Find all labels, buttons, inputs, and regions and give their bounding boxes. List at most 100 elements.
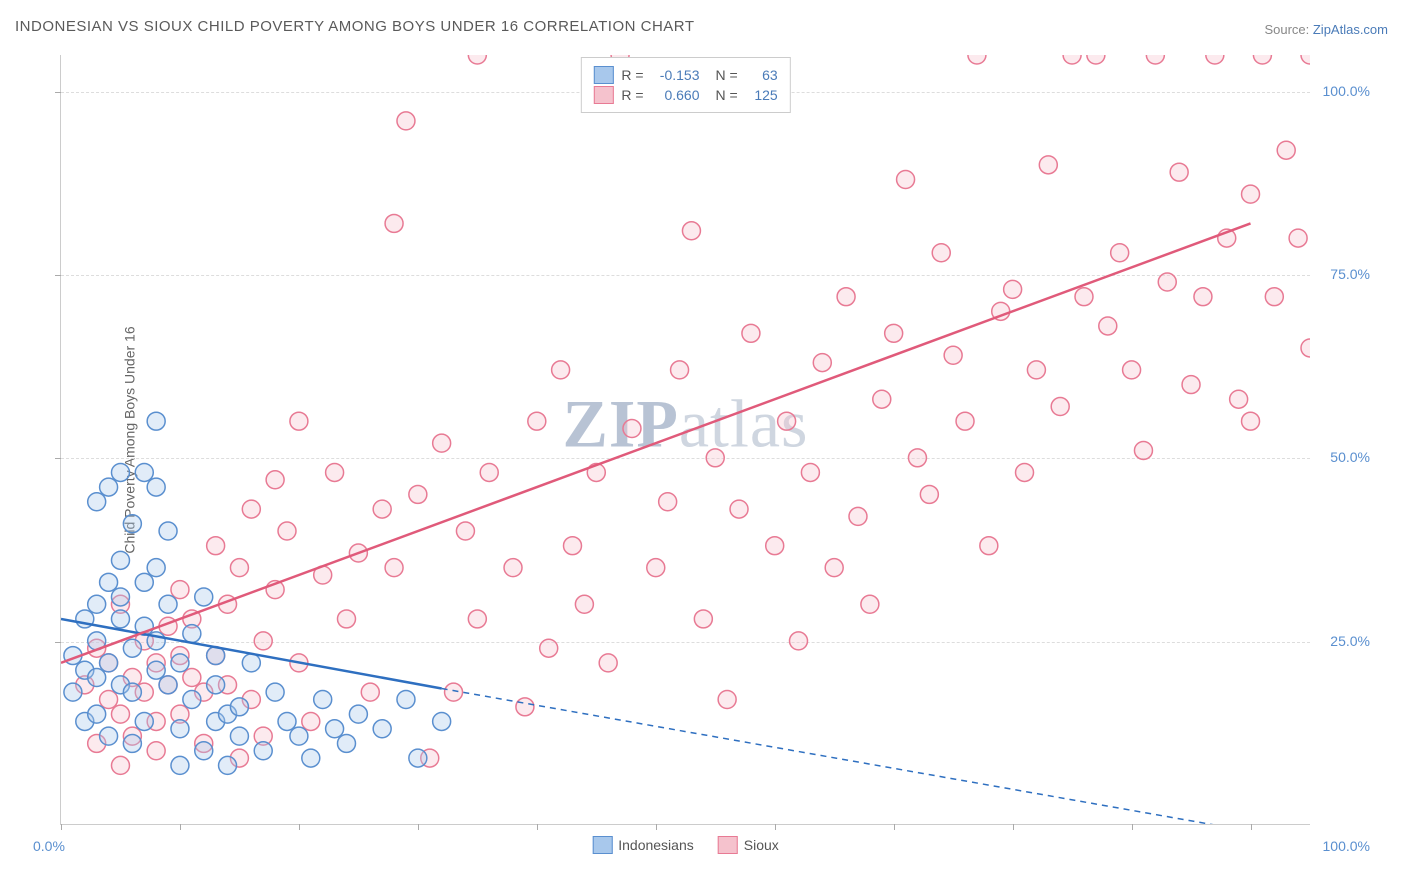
- data-point-indonesians: [433, 712, 451, 730]
- data-point-sioux: [1301, 55, 1310, 64]
- data-point-sioux: [1242, 185, 1260, 203]
- data-point-sioux: [682, 222, 700, 240]
- data-point-indonesians: [159, 522, 177, 540]
- n-label-0: N =: [716, 67, 738, 83]
- data-point-indonesians: [409, 749, 427, 767]
- data-point-indonesians: [278, 712, 296, 730]
- data-point-sioux: [706, 449, 724, 467]
- data-point-indonesians: [100, 654, 118, 672]
- trend-line-sioux: [61, 223, 1251, 662]
- source-label: Source: ZipAtlas.com: [1264, 22, 1388, 37]
- tick-mark-x: [775, 824, 776, 830]
- stats-row-0: R = -0.153 N = 63: [593, 66, 777, 84]
- data-point-sioux: [1134, 441, 1152, 459]
- data-point-sioux: [1099, 317, 1117, 335]
- data-point-sioux: [254, 632, 272, 650]
- data-point-sioux: [337, 610, 355, 628]
- data-point-sioux: [290, 412, 308, 430]
- data-point-sioux: [897, 171, 915, 189]
- data-point-sioux: [873, 390, 891, 408]
- data-point-sioux: [385, 214, 403, 232]
- data-point-sioux: [813, 354, 831, 372]
- data-point-sioux: [1146, 55, 1164, 64]
- data-point-sioux: [1242, 412, 1260, 430]
- data-point-indonesians: [254, 742, 272, 760]
- data-point-indonesians: [171, 720, 189, 738]
- data-point-sioux: [825, 559, 843, 577]
- data-point-indonesians: [111, 588, 129, 606]
- data-point-sioux: [207, 537, 225, 555]
- ytick-label: 75.0%: [1330, 266, 1370, 282]
- data-point-indonesians: [195, 742, 213, 760]
- tick-mark-x: [656, 824, 657, 830]
- tick-mark-x: [894, 824, 895, 830]
- data-point-sioux: [433, 434, 451, 452]
- legend-swatch-indonesians: [592, 836, 612, 854]
- data-point-sioux: [778, 412, 796, 430]
- tick-mark-x: [537, 824, 538, 830]
- ytick-label: 50.0%: [1330, 449, 1370, 465]
- data-point-sioux: [1051, 398, 1069, 416]
- data-point-sioux: [456, 522, 474, 540]
- data-point-sioux: [1063, 55, 1081, 64]
- stats-box: R = -0.153 N = 63 R = 0.660 N = 125: [580, 57, 790, 113]
- data-point-sioux: [790, 632, 808, 650]
- data-point-indonesians: [147, 661, 165, 679]
- data-point-sioux: [885, 324, 903, 342]
- data-point-sioux: [468, 55, 486, 64]
- data-point-indonesians: [111, 551, 129, 569]
- data-point-sioux: [385, 559, 403, 577]
- data-point-indonesians: [171, 756, 189, 774]
- swatch-indonesians: [593, 66, 613, 84]
- data-point-sioux: [1206, 55, 1224, 64]
- tick-mark-x: [418, 824, 419, 830]
- r-value-0: -0.153: [652, 67, 700, 83]
- data-point-sioux: [861, 595, 879, 613]
- data-point-sioux: [409, 485, 427, 503]
- data-point-sioux: [1004, 280, 1022, 298]
- source-prefix: Source:: [1264, 22, 1312, 37]
- data-point-sioux: [659, 493, 677, 511]
- tick-mark-x: [1251, 824, 1252, 830]
- data-point-sioux: [944, 346, 962, 364]
- data-point-indonesians: [326, 720, 344, 738]
- data-point-sioux: [968, 55, 986, 64]
- data-point-indonesians: [111, 610, 129, 628]
- trend-line-dash-indonesians: [442, 689, 1251, 824]
- data-point-sioux: [1265, 288, 1283, 306]
- data-point-indonesians: [242, 654, 260, 672]
- data-point-sioux: [908, 449, 926, 467]
- data-point-sioux: [111, 705, 129, 723]
- data-point-indonesians: [207, 676, 225, 694]
- chart-title: INDONESIAN VS SIOUX CHILD POVERTY AMONG …: [15, 18, 695, 35]
- data-point-indonesians: [159, 676, 177, 694]
- tick-mark-x: [180, 824, 181, 830]
- data-point-indonesians: [219, 756, 237, 774]
- data-point-sioux: [1027, 361, 1045, 379]
- legend-label-1: Sioux: [744, 837, 779, 853]
- data-point-sioux: [1170, 163, 1188, 181]
- data-point-indonesians: [88, 595, 106, 613]
- xtick-right: 100.0%: [1323, 838, 1370, 854]
- legend-item-sioux: Sioux: [718, 836, 779, 854]
- tick-mark-x: [299, 824, 300, 830]
- ytick-label: 25.0%: [1330, 633, 1370, 649]
- stats-row-1: R = 0.660 N = 125: [593, 86, 777, 104]
- data-point-indonesians: [100, 727, 118, 745]
- data-point-indonesians: [123, 734, 141, 752]
- data-point-indonesians: [230, 727, 248, 745]
- data-point-sioux: [266, 471, 284, 489]
- data-point-indonesians: [88, 669, 106, 687]
- n-label-1: N =: [716, 87, 738, 103]
- data-point-indonesians: [147, 559, 165, 577]
- source-link[interactable]: ZipAtlas.com: [1313, 22, 1388, 37]
- data-point-sioux: [766, 537, 784, 555]
- data-point-indonesians: [135, 712, 153, 730]
- data-point-sioux: [1075, 288, 1093, 306]
- data-point-sioux: [1277, 141, 1295, 159]
- data-point-sioux: [242, 500, 260, 518]
- data-point-sioux: [920, 485, 938, 503]
- data-point-indonesians: [64, 683, 82, 701]
- data-point-sioux: [397, 112, 415, 130]
- data-point-sioux: [540, 639, 558, 657]
